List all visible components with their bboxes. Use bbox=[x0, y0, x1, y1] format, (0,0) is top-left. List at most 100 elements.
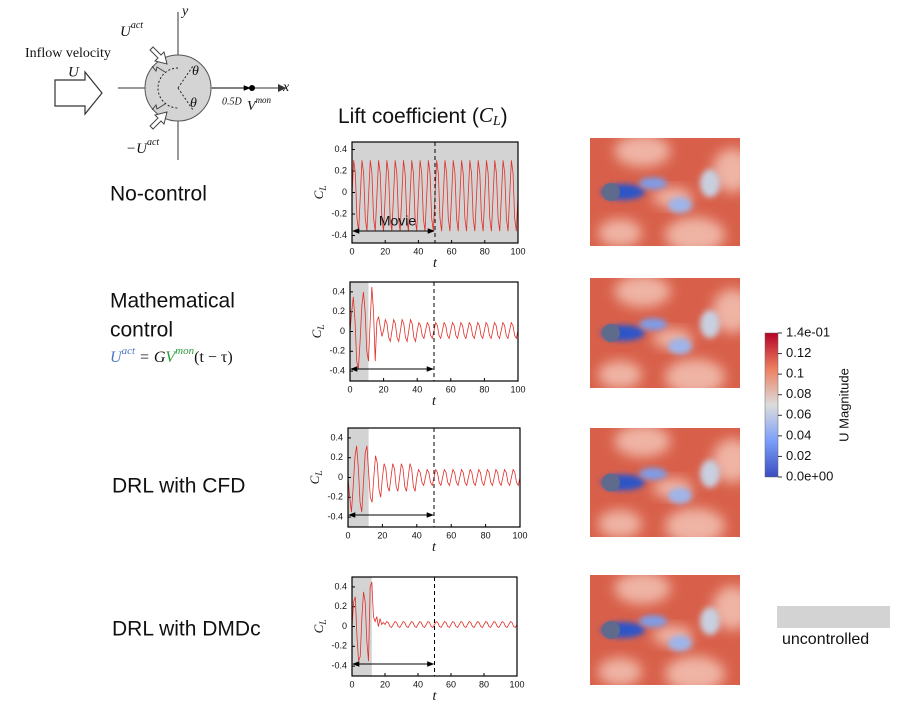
wake bbox=[639, 318, 667, 331]
flow-layer bbox=[590, 575, 740, 685]
y-tick-label: 0 bbox=[338, 472, 343, 482]
flow-field bbox=[590, 428, 740, 537]
formula-text: (t − τ) bbox=[194, 349, 233, 366]
jet-arrow bbox=[151, 65, 166, 73]
wake bbox=[668, 635, 692, 652]
x-tick-label: 40 bbox=[413, 679, 423, 689]
formula-text: = G bbox=[135, 349, 166, 366]
jet-arrow bbox=[149, 46, 168, 65]
superscript: mon bbox=[256, 95, 272, 105]
annotation: Movie bbox=[379, 213, 417, 229]
y-tick-label: 0 bbox=[340, 326, 345, 336]
x-axis-label: t bbox=[432, 540, 437, 555]
formula-symbol: U bbox=[110, 349, 123, 366]
angle-ray bbox=[177, 87, 194, 111]
y-tick-label: -0.4 bbox=[329, 365, 345, 375]
flow-layer bbox=[590, 428, 740, 537]
colorbar-tick-label: 0.0e+00 bbox=[786, 468, 833, 483]
x-axis-label: x bbox=[282, 80, 290, 95]
y-tick-label: 0.4 bbox=[334, 144, 347, 154]
plot-frame bbox=[351, 141, 519, 244]
jet-arrow bbox=[151, 103, 166, 111]
x-tick-label: 100 bbox=[512, 530, 527, 540]
flow-layer bbox=[590, 138, 740, 246]
inflow-symbol: U bbox=[68, 64, 80, 80]
symbol: −U bbox=[126, 141, 148, 157]
y-axis-subscript: L bbox=[318, 186, 328, 192]
symbol: U bbox=[120, 24, 132, 40]
line bbox=[349, 286, 519, 370]
wake bbox=[639, 615, 667, 628]
heading-text: ) bbox=[501, 105, 508, 128]
angle-ray bbox=[177, 65, 194, 89]
wake bbox=[668, 338, 692, 355]
flow-field bbox=[590, 138, 740, 246]
y-tick-label: 0.2 bbox=[332, 306, 345, 316]
cylinder bbox=[602, 183, 620, 201]
cylinder bbox=[602, 324, 620, 342]
y-tick-label: 0.2 bbox=[334, 165, 347, 175]
y-tick-label: -0.4 bbox=[327, 511, 343, 521]
row-label: control bbox=[110, 319, 173, 342]
y-tick-label: 0 bbox=[342, 621, 347, 631]
y-tick-label: 0.4 bbox=[334, 581, 347, 591]
y-tick-label: 0 bbox=[342, 187, 347, 197]
cylinder bbox=[602, 473, 620, 492]
x-tick-label: 40 bbox=[413, 246, 423, 256]
flow-light bbox=[598, 657, 642, 685]
wake bbox=[668, 487, 692, 504]
wake bbox=[700, 459, 720, 488]
x-tick-label: 20 bbox=[379, 384, 389, 394]
offset-label: 0.5D bbox=[222, 96, 243, 107]
plot-frame bbox=[349, 281, 519, 382]
colorbar-tick-label: 0.1 bbox=[786, 366, 804, 381]
flow-light bbox=[665, 656, 725, 685]
wake bbox=[639, 467, 667, 480]
actuation-label: Uact bbox=[120, 20, 143, 40]
actuation-label: −Uact bbox=[126, 137, 159, 157]
y-axis-subscript: L bbox=[314, 471, 324, 477]
flow-light bbox=[598, 509, 642, 537]
colorbar bbox=[764, 332, 779, 478]
y-axis-label: CL bbox=[311, 620, 328, 634]
y-tick-label: -0.4 bbox=[331, 660, 347, 670]
y-axis-label: CL bbox=[307, 471, 324, 485]
x-tick-label: 60 bbox=[446, 530, 456, 540]
x-tick-label: 20 bbox=[377, 530, 387, 540]
legend-swatch bbox=[777, 606, 890, 628]
row-label: DRL with CFD bbox=[112, 475, 245, 498]
wake bbox=[700, 310, 720, 339]
row-label: Mathematical bbox=[110, 290, 235, 313]
y-tick-label: 0.4 bbox=[332, 286, 345, 296]
wake bbox=[668, 196, 692, 213]
y-tick-label: -0.2 bbox=[331, 208, 347, 218]
formula: Uact = GVmon(t − τ) bbox=[110, 345, 233, 366]
heading-symbol: C bbox=[479, 103, 494, 127]
flow-light bbox=[665, 359, 725, 388]
flow-light bbox=[614, 278, 671, 308]
y-axis-symbol: C bbox=[311, 190, 326, 199]
theta-label: θ bbox=[192, 64, 199, 79]
superscript: act bbox=[131, 20, 143, 31]
inflow-arrow bbox=[54, 70, 103, 116]
theta-label: θ bbox=[190, 96, 197, 111]
x-tick-label: 0 bbox=[349, 679, 354, 689]
wake bbox=[700, 169, 720, 198]
y-tick-label: -0.2 bbox=[327, 492, 343, 502]
colorbar-label: U Magnitude bbox=[836, 368, 851, 442]
schematic: Inflow velocity U x y θ θ 0.5D Vmon Uact… bbox=[25, 4, 290, 160]
x-tick-label: 0 bbox=[349, 246, 354, 256]
symbol: V bbox=[247, 99, 257, 114]
jet-arrow bbox=[149, 111, 168, 130]
colorbar-tick-label: 0.02 bbox=[786, 448, 811, 463]
y-axis-symbol: C bbox=[311, 624, 326, 633]
cylinder bbox=[602, 621, 620, 639]
x-tick-label: 80 bbox=[480, 246, 490, 256]
x-tick-label: 60 bbox=[446, 384, 456, 394]
shaded-region bbox=[350, 282, 369, 381]
plot-frame bbox=[347, 427, 521, 528]
flow-field bbox=[590, 278, 740, 388]
y-tick-label: 0.2 bbox=[330, 452, 343, 462]
monitor-point bbox=[249, 85, 255, 91]
